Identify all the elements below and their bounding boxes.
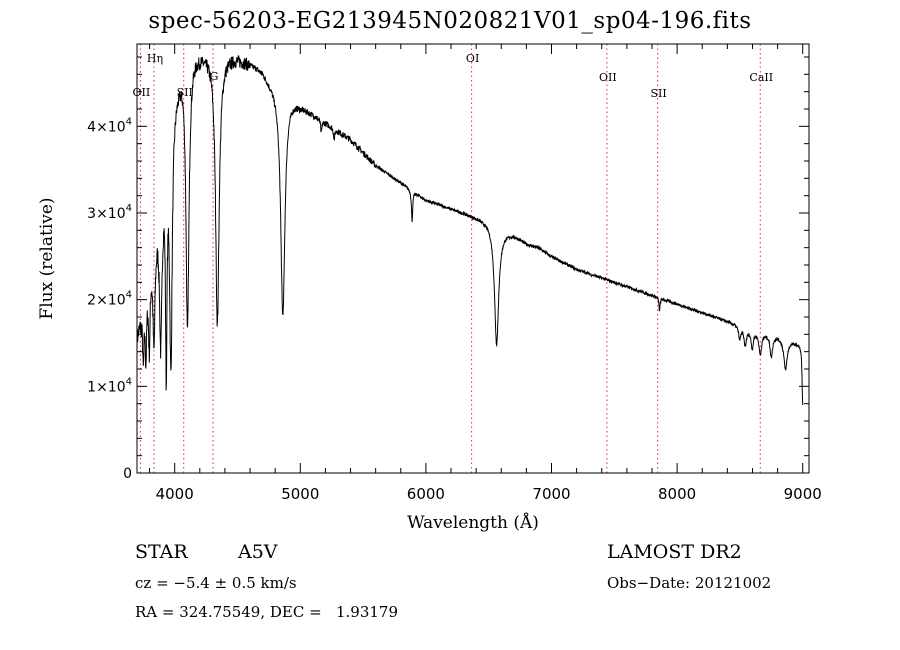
line-marker-label: OI xyxy=(466,52,479,65)
x-tick-label: 5000 xyxy=(281,485,319,503)
x-tick-label: 9000 xyxy=(784,485,822,503)
y-tick-label: 1×104 xyxy=(87,376,132,395)
line-marker-label: SII xyxy=(177,86,193,99)
y-tick-label: 0 xyxy=(123,466,132,482)
survey-name: LAMOST DR2 xyxy=(607,541,742,563)
line-marker-label: SII xyxy=(651,87,667,100)
line-marker-label: Hη xyxy=(147,52,163,65)
plot-frame xyxy=(136,43,810,474)
x-tick-label: 7000 xyxy=(532,485,570,503)
x-axis-label: Wavelength (Å) xyxy=(407,512,539,533)
y-axis-label: Flux (relative) xyxy=(37,197,57,319)
x-tick-label: 4000 xyxy=(156,485,194,503)
line-marker-label: G xyxy=(210,70,219,83)
y-tick-label: 4×104 xyxy=(87,116,132,135)
line-marker-label: CaII xyxy=(749,71,773,84)
y-tick-label: 3×104 xyxy=(87,203,132,222)
chart-title: spec-56203-EG213945N020821V01_sp04-196.f… xyxy=(148,8,752,34)
redshift-cz: cz = −5.4 ± 0.5 km/s xyxy=(135,574,297,592)
obs-date: Obs−Date: 20121002 xyxy=(607,574,772,592)
spectral-subclass: A5V xyxy=(238,541,278,563)
spectrum-line xyxy=(137,55,804,406)
x-tick-label: 6000 xyxy=(407,485,445,503)
y-tick-label: 2×104 xyxy=(87,290,132,309)
object-class: STAR xyxy=(135,541,188,563)
line-marker-label: OII xyxy=(133,86,151,99)
sky-coordinates: RA = 324.75549, DEC = 1.93179 xyxy=(135,603,399,621)
x-tick-label: 8000 xyxy=(658,485,696,503)
line-marker-label: OII xyxy=(599,71,617,84)
